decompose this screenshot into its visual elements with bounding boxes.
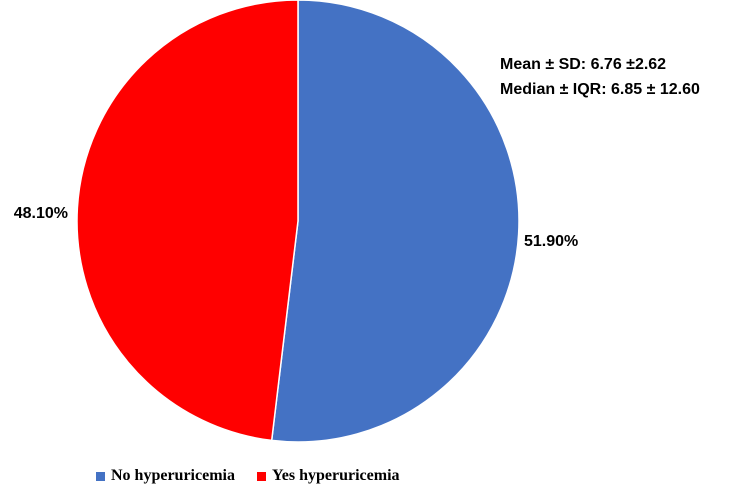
pie-slice-no-hyperuricemia <box>270 0 520 443</box>
legend-swatch-yes-hyperuricemia <box>256 471 266 481</box>
data-label-no-hyperuricemia: 51.90% <box>524 233 578 250</box>
mean-sd-annotation: Mean ± SD: 6.76 ±2.62 <box>500 56 667 73</box>
statistics-annotation: Mean ± SD: 6.76 ±2.62 Median ± IQR: 6.85… <box>500 52 700 102</box>
legend-item-yes-hyperuricemia: Yes hyperuricemia <box>256 467 400 485</box>
legend-item-no-hyperuricemia: No hyperuricemia <box>96 467 235 485</box>
median-iqr-annotation: Median ± IQR: 6.85 ± 12.60 <box>500 81 700 98</box>
legend-label-no-hyperuricemia: No hyperuricemia <box>111 467 235 484</box>
data-label-yes-hyperuricemia: 48.10% <box>14 205 68 222</box>
pie-slice-yes-hyperuricemia <box>76 0 299 442</box>
legend: No hyperuricemia Yes hyperuricemia <box>96 464 422 488</box>
legend-label-yes-hyperuricemia: Yes hyperuricemia <box>271 467 400 484</box>
legend-swatch-no-hyperuricemia <box>96 471 105 481</box>
